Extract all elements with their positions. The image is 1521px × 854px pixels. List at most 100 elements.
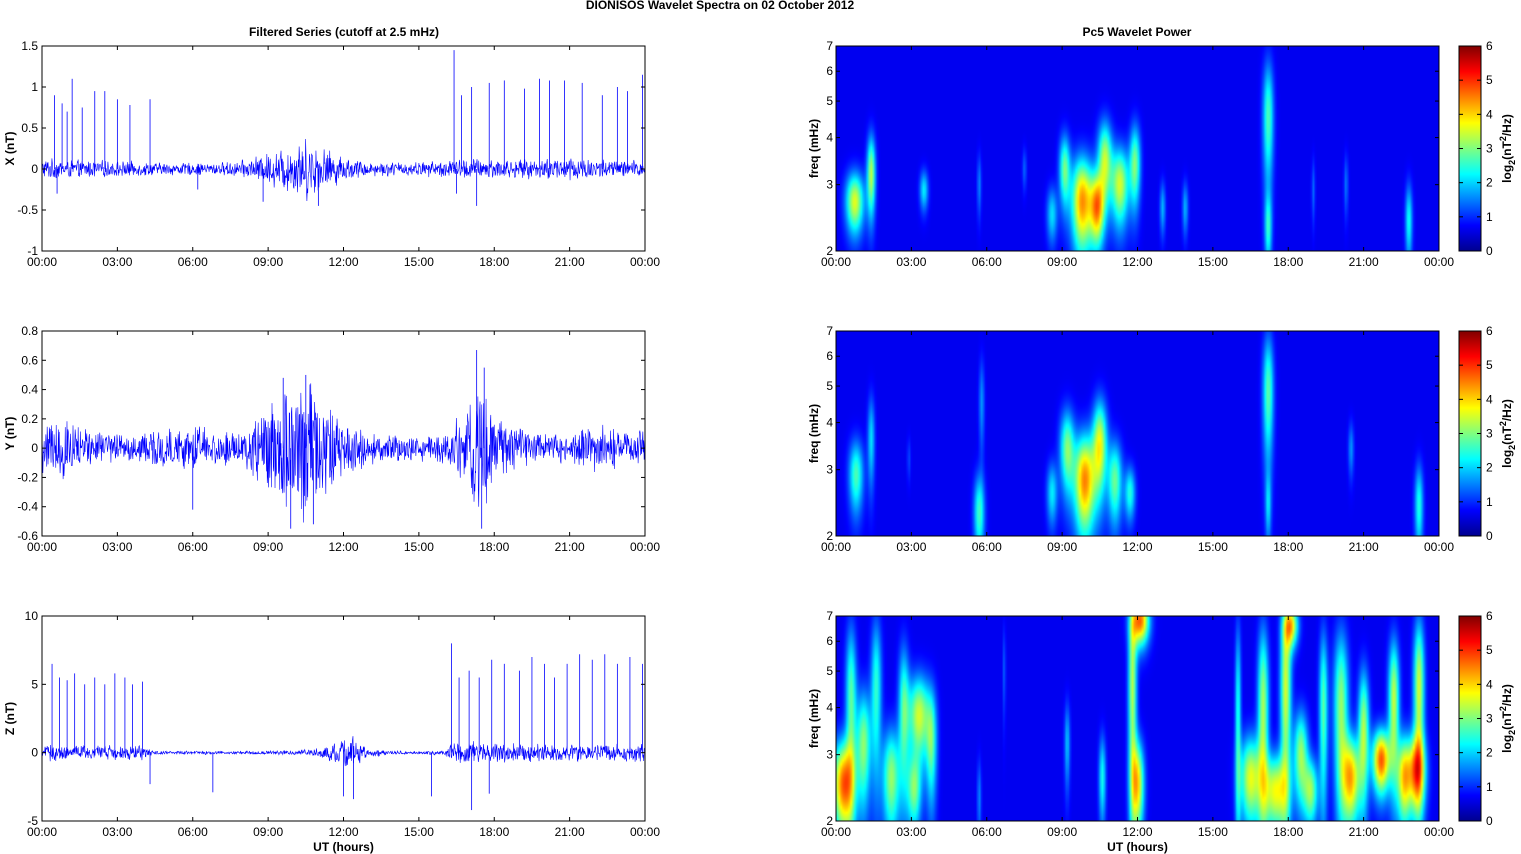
ts-xtick-label: 15:00: [404, 540, 434, 554]
ts-xtick-label: 09:00: [253, 540, 283, 554]
ts-xtick-label: 15:00: [404, 825, 434, 839]
ytick-label: 6: [826, 634, 833, 648]
ts-xtick-label: 00:00: [27, 255, 57, 269]
ytick-label: 2: [826, 814, 833, 828]
colorbar-tick-label: 2: [1486, 461, 1493, 475]
wv-xtick-label: 00:00: [1424, 540, 1454, 554]
colorbar-label-part: log: [1500, 165, 1514, 183]
wv-xtick-label: 06:00: [972, 255, 1002, 269]
colorbar-label-part: /Hz): [1500, 399, 1514, 421]
y-axis-label: Z (nT): [3, 702, 17, 735]
ts-xtick-label: 09:00: [253, 825, 283, 839]
ytick-label: 1.5: [21, 39, 38, 53]
ts-xtick-label: 00:00: [630, 255, 660, 269]
x-axis-label: UT (hours): [313, 840, 374, 854]
ts-xtick-label: 03:00: [102, 825, 132, 839]
wavelet-power-image: [836, 331, 1439, 536]
wv-xtick-label: 15:00: [1198, 825, 1228, 839]
ts-xtick-label: 06:00: [178, 255, 208, 269]
colorbar-label-part: 2: [1498, 136, 1508, 141]
colorbar-label-part: 2: [1507, 730, 1517, 735]
wv-xtick-label: 00:00: [821, 825, 851, 839]
ytick-label: 0: [31, 746, 38, 760]
ytick-label: 1: [31, 80, 38, 94]
ytick-label: -0.6: [17, 529, 38, 543]
colorbar-tick-label: 3: [1486, 712, 1493, 726]
colorbar-label: log2(nT2/Hz): [1498, 399, 1517, 468]
ts-xtick-label: 06:00: [178, 825, 208, 839]
ts-xtick-label: 03:00: [102, 540, 132, 554]
wv-xtick-label: 18:00: [1273, 255, 1303, 269]
y-axis-label: Y (nT): [3, 417, 17, 451]
figure-title: DIONISOS Wavelet Spectra on 02 October 2…: [586, 0, 855, 12]
colorbar-tick-label: 6: [1486, 324, 1493, 338]
colorbar-label-part: /Hz): [1500, 684, 1514, 706]
ytick-label: 3: [826, 463, 833, 477]
ts-xtick-label: 00:00: [27, 825, 57, 839]
signal-spikes: [54, 50, 643, 206]
ts-xtick-label: 21:00: [555, 825, 585, 839]
colorbar-label: log2(nT2/Hz): [1498, 114, 1517, 183]
ts-xtick-label: 21:00: [555, 540, 585, 554]
ytick-label: 7: [826, 324, 833, 338]
ts-xtick-label: 00:00: [630, 825, 660, 839]
ytick-label: -0.2: [17, 470, 38, 484]
ts-xtick-label: 09:00: [253, 255, 283, 269]
ytick-label: 5: [826, 94, 833, 108]
ytick-label: 0: [31, 162, 38, 176]
timeseries-panel-1: 1.510.50-0.5-100:00 03:00 06:00 09:00 12:00 1…: [3, 39, 660, 269]
wv-xtick-label: 18:00: [1273, 825, 1303, 839]
ts-xtick-label: 12:00: [328, 540, 358, 554]
ytick-label: -0.4: [17, 500, 38, 514]
ytick-label: 0.4: [21, 383, 38, 397]
colorbar-tick-label: 1: [1486, 495, 1493, 509]
wavelet-power-image: [836, 616, 1439, 821]
ts-xtick-label: 00:00: [27, 540, 57, 554]
ts-xtick-label: 03:00: [102, 255, 132, 269]
ytick-label: 5: [826, 664, 833, 678]
colorbar-tick-label: 3: [1486, 427, 1493, 441]
ytick-label: 0: [31, 441, 38, 455]
ytick-label: 7: [826, 609, 833, 623]
wv-xtick-label: 09:00: [1047, 540, 1077, 554]
colorbar-label-part: 2: [1507, 445, 1517, 450]
colorbar-tick-label: 6: [1486, 39, 1493, 53]
ytick-label: 4: [826, 701, 833, 715]
y-axis-label: X (nT): [3, 132, 17, 166]
plot-area: [42, 46, 645, 251]
ts-xtick-label: 06:00: [178, 540, 208, 554]
wv-xtick-label: 09:00: [1047, 825, 1077, 839]
y-axis-label: freq (mHz): [807, 404, 821, 463]
colorbar-label-part: 2: [1498, 706, 1508, 711]
ytick-label: 5: [31, 677, 38, 691]
ytick-label: 3: [826, 178, 833, 192]
colorbar-tick-label: 0: [1486, 814, 1493, 828]
colorbar-label: log2(nT2/Hz): [1498, 684, 1517, 753]
wv-xtick-label: 09:00: [1047, 255, 1077, 269]
ytick-label: 2: [826, 529, 833, 543]
ytick-label: -5: [27, 814, 38, 828]
wv-xtick-label: 00:00: [1424, 255, 1454, 269]
colorbar-tick-label: 1: [1486, 210, 1493, 224]
wv-xtick-label: 15:00: [1198, 255, 1228, 269]
ytick-label: 5: [826, 379, 833, 393]
wv-xtick-label: 03:00: [896, 540, 926, 554]
colorbar-tick-label: 0: [1486, 529, 1493, 543]
ytick-label: -1: [27, 244, 38, 258]
wv-xtick-label: 00:00: [821, 255, 851, 269]
colorbar-label-part: (nT: [1500, 141, 1514, 160]
colorbar-tick-label: 5: [1486, 358, 1493, 372]
ts-xtick-label: 21:00: [555, 255, 585, 269]
ts-xtick-label: 15:00: [404, 255, 434, 269]
colorbar-tick-label: 2: [1486, 176, 1493, 190]
wv-xtick-label: 21:00: [1349, 255, 1379, 269]
colorbar-tick-label: 5: [1486, 643, 1493, 657]
colorbar-label-part: 2: [1507, 160, 1517, 165]
colorbar-label-part: /Hz): [1500, 114, 1514, 136]
wv-xtick-label: 12:00: [1122, 255, 1152, 269]
ytick-label: 0.6: [21, 353, 38, 367]
timeseries-panel-2: 0.80.60.40.20-0.2-0.4-0.600:00 03:00 06:00…: [3, 324, 660, 554]
wv-xtick-label: 00:00: [1424, 825, 1454, 839]
wv-xtick-label: 21:00: [1349, 825, 1379, 839]
